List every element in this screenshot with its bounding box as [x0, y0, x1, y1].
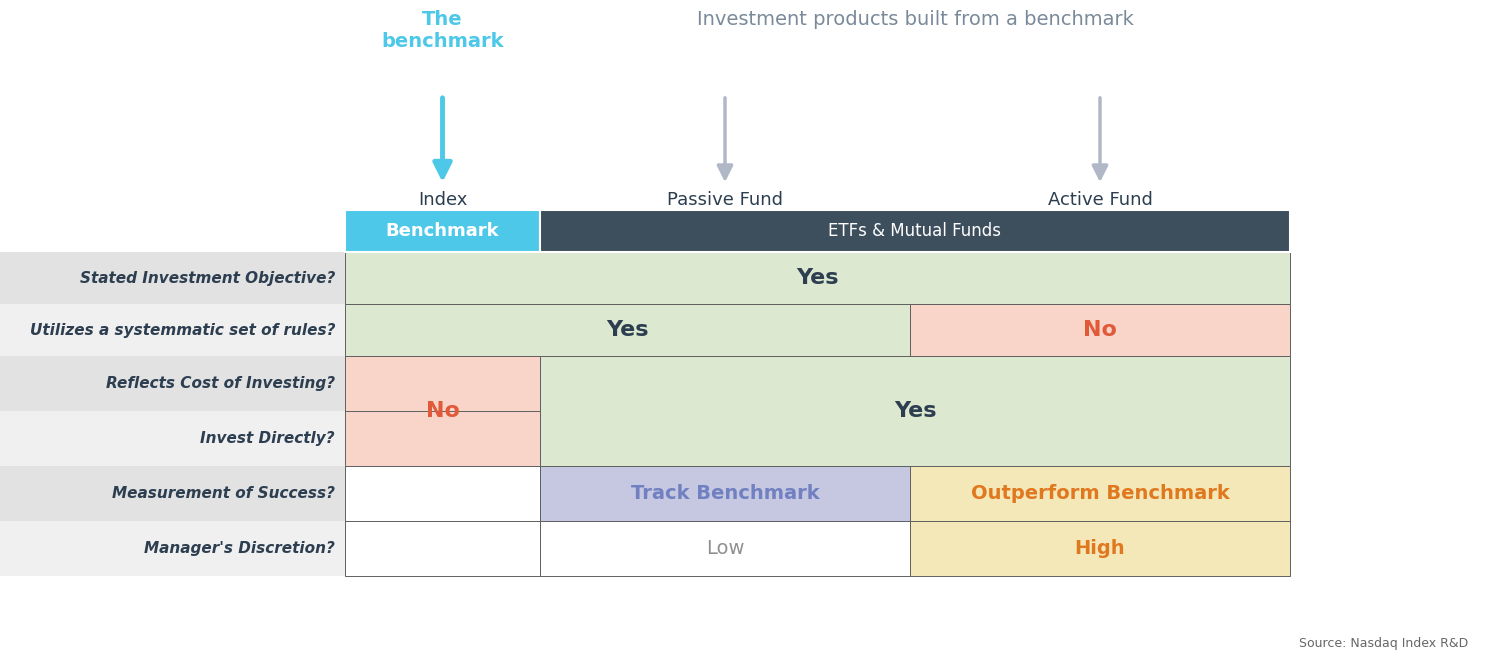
Text: Source: Nasdaq Index R&D: Source: Nasdaq Index R&D [1299, 637, 1468, 650]
Bar [539, 466, 909, 521]
Bar [0, 411, 345, 466]
Bar [0, 466, 345, 521]
Text: No: No [425, 401, 460, 421]
Text: No: No [1083, 320, 1118, 340]
Bar [345, 252, 1290, 304]
Bar [909, 521, 1290, 576]
Text: Reflects Cost of Investing?: Reflects Cost of Investing? [106, 376, 336, 391]
Bar [0, 356, 345, 411]
Text: Manager's Discretion?: Manager's Discretion? [144, 541, 336, 556]
Text: The
benchmark: The benchmark [382, 10, 503, 51]
Text: Benchmark: Benchmark [385, 222, 499, 240]
Text: Yes: Yes [797, 268, 839, 288]
Text: Investment products built from a benchmark: Investment products built from a benchma… [697, 10, 1134, 29]
Bar [539, 521, 909, 576]
Text: Track Benchmark: Track Benchmark [631, 484, 819, 503]
Text: Low: Low [706, 539, 745, 558]
Bar [0, 304, 345, 356]
Bar [909, 466, 1290, 521]
Text: Stated Investment Objective?: Stated Investment Objective? [79, 271, 336, 285]
Text: Yes: Yes [894, 401, 936, 421]
Text: Index: Index [418, 191, 467, 209]
Bar [0, 252, 345, 304]
Bar [909, 304, 1290, 356]
Bar [0, 521, 345, 576]
Bar [345, 356, 539, 466]
Text: ETFs & Mutual Funds: ETFs & Mutual Funds [828, 222, 1002, 240]
Bar [539, 356, 1290, 466]
Text: Invest Directly?: Invest Directly? [201, 431, 336, 446]
Bar [345, 521, 539, 576]
Bar [345, 466, 539, 521]
Bar [345, 304, 909, 356]
Text: Yes: Yes [607, 320, 649, 340]
Text: Active Fund: Active Fund [1047, 191, 1152, 209]
Text: Passive Fund: Passive Fund [667, 191, 783, 209]
Text: Outperform Benchmark: Outperform Benchmark [971, 484, 1230, 503]
Text: Utilizes a systemmatic set of rules?: Utilizes a systemmatic set of rules? [30, 322, 336, 338]
Text: High: High [1074, 539, 1125, 558]
Bar [345, 210, 539, 252]
Text: Measurement of Success?: Measurement of Success? [112, 486, 336, 501]
Bar [539, 210, 1290, 252]
